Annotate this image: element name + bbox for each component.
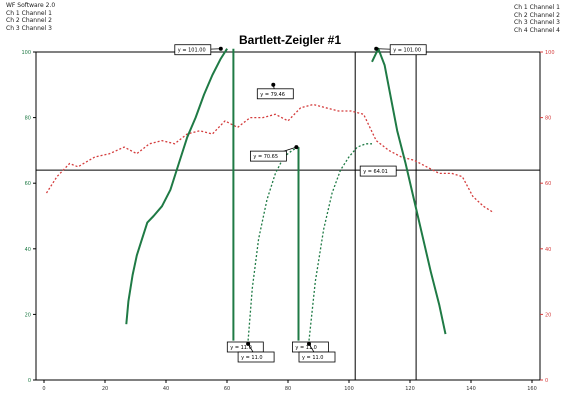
header-right-line: Ch 4 Channel 4	[514, 26, 560, 34]
series-group	[45, 47, 495, 341]
annotation-label: y = 101.00	[393, 48, 421, 54]
x-tick-label: 20	[102, 386, 108, 392]
annotation-group: y = 101.00 y = 79.46 y = 101.00 y = 70.65 y …	[174, 44, 427, 363]
annotation-label: y = 79.46	[260, 92, 285, 98]
series-line	[308, 143, 372, 341]
annotation-label: y = 70.65	[253, 154, 278, 160]
annotation-point-marker	[246, 341, 251, 346]
annotation-point-marker	[307, 341, 311, 346]
annotation-box	[249, 150, 287, 162]
annotation-label: y = 11.0	[230, 345, 251, 351]
reference-lines	[36, 52, 540, 380]
header-right: Ch 1 Channel 1 Ch 2 Channel 2 Ch 3 Chann…	[514, 4, 560, 34]
series-line	[125, 48, 228, 325]
annotation-box	[298, 351, 336, 363]
chart-title: Bartlett-Zeigler #1	[239, 33, 341, 47]
y-right-tick-label: 100	[545, 50, 555, 56]
annotation-label: y = 11.0	[241, 355, 262, 361]
header-right-line: Ch 2 Channel 2	[514, 11, 560, 19]
annotation-box	[389, 44, 427, 56]
annotation-label: y = 64.01	[363, 169, 388, 175]
series-line	[371, 47, 447, 335]
annotation-label: y = 11.0	[295, 345, 316, 351]
annotation-point-marker	[294, 145, 299, 150]
y-left-tick-label: 0	[28, 378, 31, 384]
y-left-tick-label: 100	[21, 50, 31, 56]
y-right-tick-label: 60	[545, 181, 551, 187]
x-tick-label: 0	[42, 386, 45, 392]
y-left-tick-label: 20	[25, 312, 31, 318]
x-tick-label: 100	[344, 386, 354, 392]
x-tick-label: 140	[466, 386, 476, 392]
x-tick-label: 60	[224, 386, 230, 392]
annotation-box	[174, 44, 212, 56]
x-tick-label: 80	[285, 386, 291, 392]
header-left-line: Ch 2 Channel 2	[6, 17, 52, 24]
header-left: WF Software 2.0 Ch 1 Channel 1 Ch 2 Chan…	[6, 2, 55, 32]
header-left-line: WF Software 2.0	[6, 2, 56, 9]
y-left-tick-label: 60	[25, 181, 31, 187]
tick-group: 0 20 40 60 80 100 120 140 160 0 20 40 60 80 100 0 20 40 60…	[21, 50, 554, 392]
x-tick-label: 120	[405, 386, 415, 392]
annotation-label: y = 101.00	[178, 48, 206, 54]
y-left-tick-label: 80	[25, 116, 31, 122]
header-left-line: Ch 3 Channel 3	[6, 24, 52, 32]
header-right-line: Ch 3 Channel 3	[514, 19, 560, 26]
y-right-tick-label: 80	[545, 116, 551, 122]
annotation-point-marker	[218, 46, 223, 51]
annotation-box	[237, 351, 275, 363]
annotation-point-marker	[271, 82, 276, 87]
y-left-tick-label: 40	[25, 247, 31, 253]
plot-frame	[35, 51, 541, 381]
series-line	[247, 146, 299, 341]
annotation-box	[359, 165, 397, 177]
x-tick-label: 160	[527, 386, 537, 392]
series-line	[45, 103, 495, 214]
header-left-line: Ch 1 Channel 1	[6, 9, 52, 17]
annotation-label: y = 11.0	[302, 355, 323, 361]
y-right-tick-label: 20	[545, 312, 551, 318]
y-right-tick-label: 0	[545, 378, 548, 384]
header-right-line: Ch 1 Channel 1	[514, 4, 560, 11]
annotation-point-marker	[374, 46, 379, 51]
x-tick-label: 40	[163, 386, 169, 392]
y-right-tick-label: 40	[545, 247, 551, 253]
annotation-box	[256, 88, 294, 100]
